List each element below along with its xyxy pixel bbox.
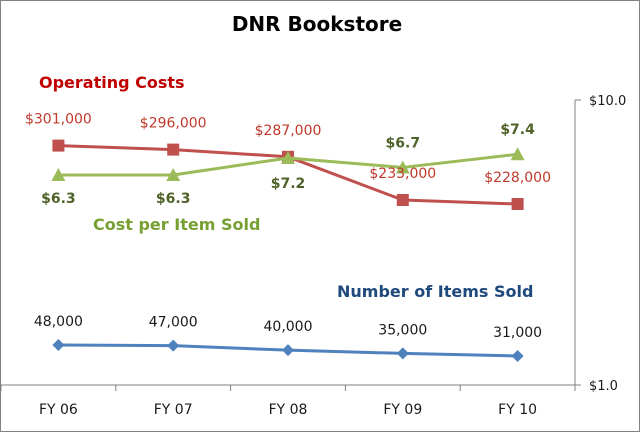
operating-costs-point [167, 143, 180, 156]
cost-per-item-point [510, 147, 525, 161]
items-sold-data-label: 35,000 [378, 322, 427, 338]
items-sold-point [52, 339, 65, 351]
operating-costs-data-label: $228,000 [484, 170, 551, 186]
operating-costs-data-label: $301,000 [25, 112, 92, 128]
y2-tick-label: $1.0 [589, 379, 618, 394]
operating-costs-data-label: $287,000 [255, 123, 322, 139]
series-layer [51, 139, 525, 362]
items-sold-data-label: 31,000 [493, 325, 542, 341]
chart-title: DNR Bookstore [232, 12, 402, 36]
operating-costs-point [396, 194, 409, 206]
cost-per-item-data-label: $7.2 [271, 176, 306, 192]
x-tick-label: FY 09 [383, 402, 422, 418]
cost-per-item-title: Cost per Item Sold [93, 215, 260, 234]
cost-per-item-point [51, 168, 66, 181]
cost-per-item-data-label: $7.4 [500, 122, 535, 138]
cost-per-item-point [395, 160, 410, 174]
x-tick-label: FY 06 [39, 402, 78, 418]
operating-costs-data-label: $296,000 [140, 116, 207, 132]
items-sold-point [167, 339, 180, 352]
cost-per-item-data-label: $6.7 [386, 135, 421, 151]
x-tick-label: FY 10 [498, 402, 537, 418]
cost-per-item-point [166, 168, 181, 181]
x-tick-label: FY 07 [154, 402, 193, 418]
items-sold-point [396, 347, 409, 360]
items-sold-data-label: 47,000 [149, 315, 198, 331]
operating-costs-point [52, 139, 65, 152]
cost-per-item-data-label: $6.3 [156, 191, 191, 207]
cost-per-item-point [281, 151, 295, 164]
x-tick-label: FY 08 [269, 402, 308, 418]
cost-per-item-data-label: $6.3 [41, 191, 76, 207]
items-sold-point [511, 350, 524, 362]
items-sold-title: Number of Items Sold [337, 282, 533, 301]
items-sold-data-label: 48,000 [34, 314, 83, 330]
operating-costs-title: Operating Costs [39, 73, 185, 92]
operating-costs-point [511, 198, 524, 210]
y2-tick-label: $10.0 [589, 94, 626, 109]
axes: FY 06 FY 07 FY 08 FY 09 FY 10 $10.0 $1.0 [1, 94, 626, 418]
items-sold-point [282, 344, 294, 357]
operating-costs-data-label: $233,000 [369, 166, 436, 182]
labels-layer: $301,000 $296,000 $287,000 $233,000 $228,000… [25, 112, 551, 341]
items-sold-data-label: 40,000 [264, 319, 313, 335]
